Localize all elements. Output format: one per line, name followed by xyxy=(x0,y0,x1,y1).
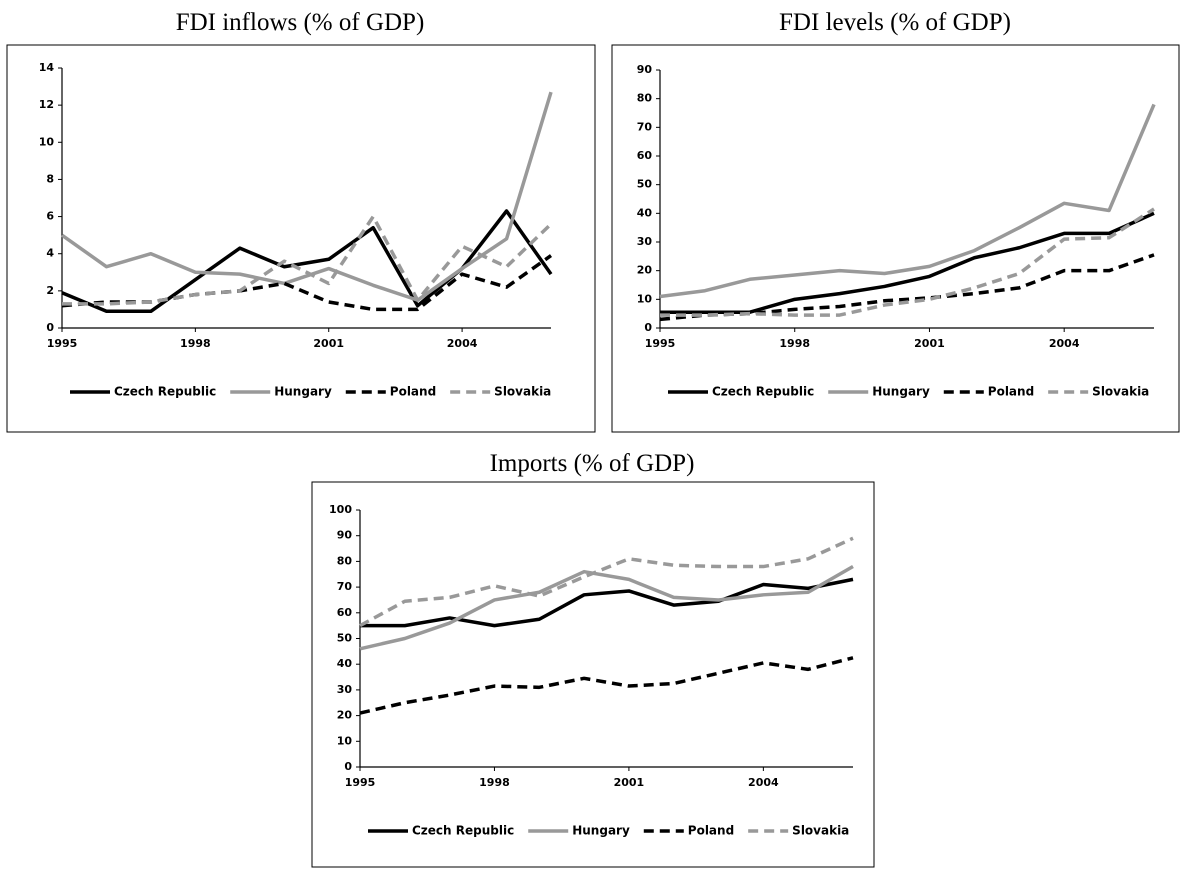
x-tick-label: 1998 xyxy=(479,776,510,789)
chart-frame xyxy=(611,44,1180,433)
x-tick-label: 2004 xyxy=(748,776,779,789)
legend-label: Czech Republic xyxy=(712,385,814,399)
series-line xyxy=(359,565,854,651)
y-tick-label: 2 xyxy=(46,284,54,297)
y-tick-label: 40 xyxy=(337,657,353,670)
legend-label: Hungary xyxy=(872,385,930,399)
x-tick-label: 1995 xyxy=(345,776,376,789)
y-tick-label: 14 xyxy=(39,61,55,74)
y-tick-label: 20 xyxy=(637,264,653,277)
y-tick-label: 0 xyxy=(644,321,652,334)
chart-frame xyxy=(311,481,875,868)
chart-title: Imports (% of GDP) xyxy=(490,450,695,477)
y-tick-label: 6 xyxy=(46,210,54,223)
series-line xyxy=(359,536,854,628)
y-tick-label: 100 xyxy=(329,503,352,516)
y-tick-label: 30 xyxy=(337,683,353,696)
y-tick-label: 12 xyxy=(39,98,54,111)
y-tick-label: 70 xyxy=(337,580,353,593)
y-tick-label: 70 xyxy=(637,120,653,133)
chart-frame xyxy=(6,44,596,433)
series-line xyxy=(359,656,854,715)
y-tick-label: 80 xyxy=(637,92,653,105)
x-tick-label: 2001 xyxy=(914,337,945,350)
series-line xyxy=(60,91,553,302)
x-tick-label: 1998 xyxy=(779,337,810,350)
y-tick-label: 10 xyxy=(637,292,653,305)
legend-label: Czech Republic xyxy=(412,824,514,838)
legend-label: Czech Republic xyxy=(114,385,216,399)
series-line xyxy=(660,211,1155,314)
y-tick-label: 40 xyxy=(637,206,653,219)
legend-label: Hungary xyxy=(274,385,332,399)
y-tick-label: 4 xyxy=(46,247,54,260)
y-tick-label: 0 xyxy=(46,321,54,334)
legend-label: Poland xyxy=(988,385,1034,399)
y-tick-label: 0 xyxy=(344,760,352,773)
series-line xyxy=(660,207,1155,317)
legend-label: Poland xyxy=(390,385,436,399)
chart-title: FDI inflows (% of GDP) xyxy=(176,9,425,36)
x-tick-label: 2001 xyxy=(313,337,344,350)
x-tick-label: 2001 xyxy=(614,776,645,789)
y-tick-label: 10 xyxy=(337,734,353,747)
series-line xyxy=(659,103,1156,299)
x-tick-label: 2004 xyxy=(447,337,478,350)
x-tick-label: 1995 xyxy=(645,337,676,350)
x-tick-label: 1998 xyxy=(180,337,211,350)
y-tick-label: 60 xyxy=(337,606,353,619)
series-line xyxy=(360,577,854,628)
y-tick-label: 20 xyxy=(337,709,353,722)
x-tick-label: 2004 xyxy=(1049,337,1080,350)
y-tick-label: 90 xyxy=(337,529,353,542)
y-tick-label: 30 xyxy=(637,235,653,248)
chart-title: FDI levels (% of GDP) xyxy=(779,9,1011,36)
y-tick-label: 60 xyxy=(637,149,653,162)
series-line xyxy=(61,209,553,314)
y-tick-label: 10 xyxy=(39,135,55,148)
legend-label: Slovakia xyxy=(1092,385,1149,399)
y-tick-label: 50 xyxy=(337,632,353,645)
series-line xyxy=(62,214,553,306)
y-tick-label: 8 xyxy=(46,172,54,185)
series-line xyxy=(659,253,1155,322)
legend-label: Poland xyxy=(688,824,734,838)
x-tick-label: 1995 xyxy=(47,337,78,350)
y-tick-label: 50 xyxy=(637,178,653,191)
legend-label: Slovakia xyxy=(494,385,551,399)
y-tick-label: 90 xyxy=(637,63,653,76)
legend-label: Hungary xyxy=(572,824,630,838)
legend-label: Slovakia xyxy=(792,824,849,838)
y-tick-label: 80 xyxy=(337,554,353,567)
